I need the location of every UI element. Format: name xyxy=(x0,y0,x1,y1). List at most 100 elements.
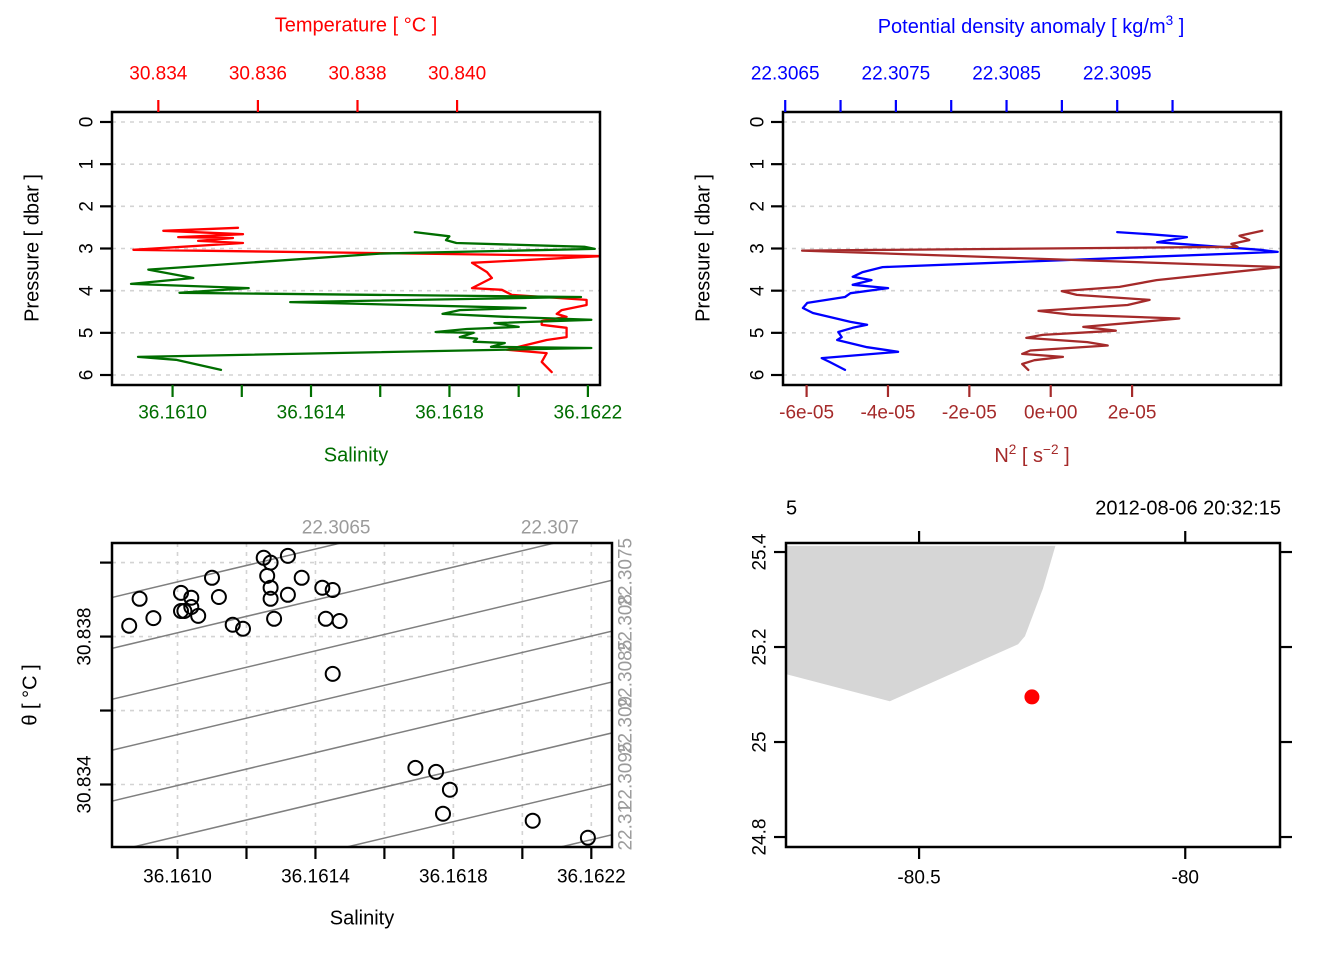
pressure-tick-label: 0 xyxy=(77,117,98,128)
pressure-tick-label: 2 xyxy=(748,201,769,212)
salinity-curve xyxy=(129,230,596,372)
ts-point xyxy=(324,665,341,682)
salinity-tick-label: 36.1618 xyxy=(415,403,484,424)
ts-point xyxy=(131,590,148,607)
pressure-tick-label: 3 xyxy=(748,243,769,254)
station-number-label: 5 xyxy=(786,497,798,520)
pressure-tick-label: 0 xyxy=(748,117,769,128)
pressure-tick-label: 4 xyxy=(748,285,769,296)
salinity-tick-label: 36.1614 xyxy=(277,403,346,424)
ts-point xyxy=(262,590,279,607)
ts-point xyxy=(210,589,227,605)
profile-temp-sal-group xyxy=(129,226,600,374)
temperature-curve xyxy=(132,226,600,374)
ts-point xyxy=(324,582,341,598)
salinity-axis-title-top: Salinity xyxy=(323,444,389,467)
pressure-tick-label: 2 xyxy=(77,201,98,212)
latitude-tick-label: 25.4 xyxy=(750,533,771,570)
salinity-tick-label: 36.1622 xyxy=(554,403,623,424)
ts-point xyxy=(121,617,138,634)
buoyancy-frequency-n2-curve xyxy=(800,229,1281,372)
ts-point xyxy=(331,613,348,629)
potential-density-anomaly-curve xyxy=(801,230,1279,372)
ts-point xyxy=(317,610,334,627)
ts-salinity-tick-label: 36.1610 xyxy=(143,867,212,888)
longitude-tick-label: -80.5 xyxy=(897,868,940,889)
ts-point xyxy=(428,763,445,780)
latitude-tick-label: 24.8 xyxy=(750,819,771,856)
station-datetime-label: 2012-08-06 20:32:15 xyxy=(1095,497,1281,520)
longitude-tick-label: -80 xyxy=(1172,868,1199,889)
density-tick-label: 22.3095 xyxy=(1083,64,1152,85)
pressure-axis-title-right: Pressure [ dbar ] xyxy=(692,174,715,322)
station-map-group xyxy=(786,545,1056,702)
isopycnal-line xyxy=(112,630,612,751)
ts-point xyxy=(293,569,310,586)
n2-tick-label: -4e-05 xyxy=(861,403,916,424)
station-marker xyxy=(1024,689,1040,705)
temperature-tick-label: 30.834 xyxy=(129,64,188,85)
pressure-tick-label: 3 xyxy=(77,243,98,254)
pressure-tick-label: 1 xyxy=(77,159,98,170)
ts-point xyxy=(266,610,283,627)
ts-point xyxy=(190,607,207,624)
ts-point xyxy=(224,616,241,633)
ts-point xyxy=(407,759,424,776)
ts-point xyxy=(259,567,276,584)
ts-point xyxy=(235,620,251,637)
density-tick-label: 22.3075 xyxy=(862,64,931,85)
latitude-tick-label: 25.2 xyxy=(750,629,771,666)
ts-point xyxy=(435,805,451,822)
density-tick-label: 22.3065 xyxy=(751,64,820,85)
ts-diagram-group xyxy=(112,543,612,847)
ts-point xyxy=(524,812,541,829)
isopycnal-label-right: 22.3075 xyxy=(616,538,637,607)
pressure-tick-label: 1 xyxy=(748,159,769,170)
isopycnal-label-right: 22.3085 xyxy=(616,640,637,709)
temperature-tick-label: 30.838 xyxy=(328,64,386,85)
isopycnal-label-right: 22.3095 xyxy=(616,742,637,811)
temperature-tick-label: 30.840 xyxy=(428,64,486,85)
pressure-axis-title-left: Pressure [ dbar ] xyxy=(21,174,44,322)
land-polygon xyxy=(786,545,1056,702)
n2-tick-label: -6e-05 xyxy=(779,403,834,424)
theta-tick-label: 30.838 xyxy=(75,608,96,666)
n2-tick-label: -2e-05 xyxy=(942,403,997,424)
salinity-axis-title-bottom: Salinity xyxy=(329,907,395,930)
pressure-tick-label: 6 xyxy=(748,370,769,381)
pressure-tick-label: 4 xyxy=(77,285,98,296)
latitude-tick-label: 25 xyxy=(750,731,771,752)
temperature-axis-title: Temperature [ °C ] xyxy=(274,14,438,37)
ts-salinity-tick-label: 36.1614 xyxy=(281,867,350,888)
ts-point xyxy=(183,589,200,606)
isopycnal-label-right: 22.308 xyxy=(616,594,637,652)
pressure-tick-label: 5 xyxy=(77,328,98,339)
ts-point xyxy=(173,584,189,601)
pressure-tick-label: 6 xyxy=(77,370,98,381)
ts-point xyxy=(145,610,162,627)
ts-point xyxy=(279,547,296,564)
ts-point xyxy=(204,569,220,586)
isopycnal-label-top: 22.3065 xyxy=(302,518,371,539)
isopycnal-label-right: 22.31 xyxy=(616,803,637,851)
n2-tick-label: 2e-05 xyxy=(1108,403,1157,424)
density-tick-label: 22.3085 xyxy=(972,64,1041,85)
ts-point xyxy=(441,781,458,798)
theta-axis-title: θ [ °C ] xyxy=(19,664,42,726)
n2-axis-title: N2 [ s−2 ] xyxy=(994,442,1070,467)
salinity-tick-label: 36.1610 xyxy=(138,403,207,424)
temperature-tick-label: 30.836 xyxy=(229,64,287,85)
theta-tick-label: 30.834 xyxy=(75,755,96,814)
density-axis-title: Potential density anomaly [ kg/m3 ] xyxy=(877,13,1185,38)
ts-point xyxy=(314,579,331,596)
ts-point xyxy=(579,829,596,846)
isopycnal-label-right: 22.309 xyxy=(616,696,637,754)
ts-diagram-frame xyxy=(110,541,614,849)
isopycnal-label-top: 22.307 xyxy=(521,518,579,539)
pressure-tick-label: 5 xyxy=(748,328,769,339)
ts-salinity-tick-label: 36.1622 xyxy=(557,867,626,888)
ts-salinity-tick-label: 36.1618 xyxy=(419,867,488,888)
ts-point xyxy=(279,586,296,603)
